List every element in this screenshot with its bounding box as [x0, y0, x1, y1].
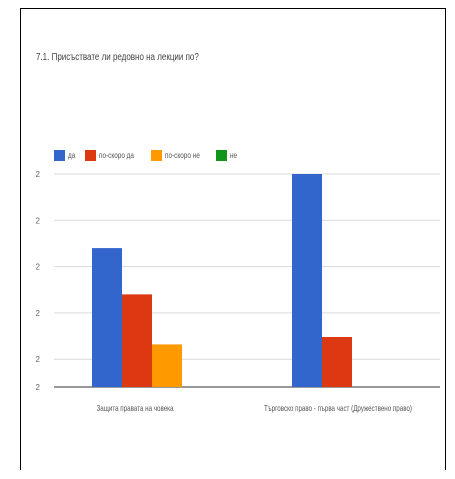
chart-frame	[20, 8, 446, 470]
legend-label: по-скоро да	[99, 151, 135, 160]
y-tick-label: 2	[36, 263, 41, 272]
y-tick-label: 2	[36, 216, 41, 225]
bar-0-0[interactable]	[92, 248, 122, 387]
y-tick-label: 2	[36, 309, 41, 318]
chart-legend: да по-скоро да по-скоро не не	[54, 150, 239, 161]
bar-0-1[interactable]	[122, 294, 152, 387]
bar-1-0[interactable]	[292, 174, 322, 387]
legend-item-0[interactable]: да	[54, 150, 77, 161]
legend-label: по-скоро не	[164, 151, 200, 160]
bar-0-2[interactable]	[152, 344, 182, 387]
y-tick-label: 2	[36, 355, 41, 364]
category-label-1: Търговско право - първа част (Дружествен…	[264, 404, 412, 413]
legend-swatch	[150, 150, 162, 161]
legend-label: не	[230, 151, 238, 160]
legend-swatch	[85, 150, 97, 161]
legend-item-1[interactable]: по-скоро да	[85, 150, 143, 161]
y-tick-label: 2	[36, 383, 41, 392]
category-label-0: Защита правата на човека	[97, 404, 174, 413]
legend-swatch	[216, 150, 228, 161]
chart-title: 7.1. Присъствате ли редовно на лекции по…	[36, 52, 199, 63]
legend-label: да	[68, 151, 76, 160]
y-tick-label: 2	[36, 170, 41, 179]
legend-item-3[interactable]: не	[216, 150, 239, 161]
legend-item-2[interactable]: по-скоро не	[150, 150, 208, 161]
bar-1-1[interactable]	[322, 336, 352, 387]
legend-swatch	[54, 150, 65, 161]
